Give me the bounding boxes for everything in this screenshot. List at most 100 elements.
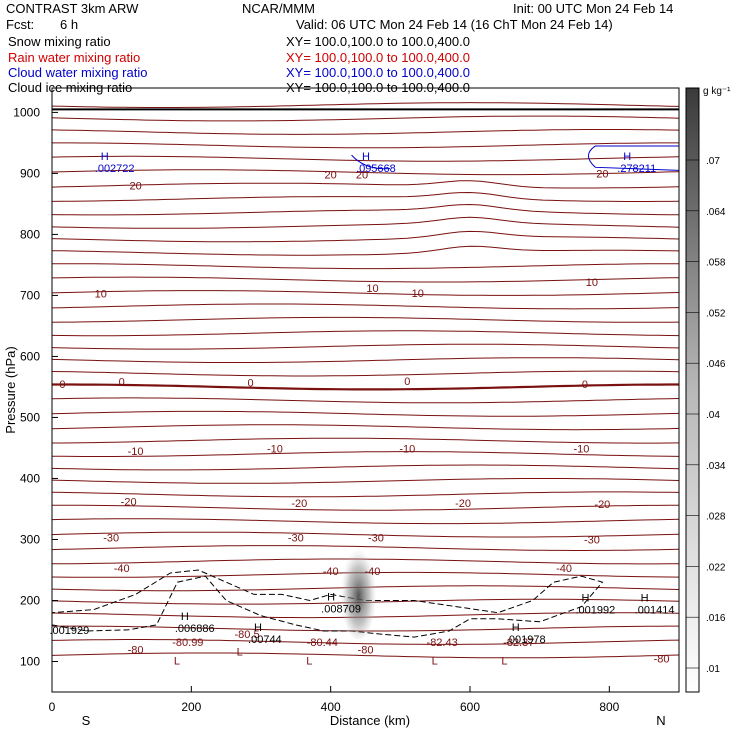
temperature-contour (51, 290, 680, 296)
temperature-contour (51, 518, 680, 525)
temperature-label: -30 (584, 534, 600, 546)
temperature-contour (51, 639, 680, 645)
x-tick-label: 600 (460, 700, 480, 714)
temperature-contour (51, 545, 680, 551)
y-tick-label: 100 (20, 654, 40, 668)
cloud-water-contour (587, 145, 680, 171)
temperature-contour (51, 180, 680, 189)
temperature-label: -40 (114, 563, 130, 575)
temperature-label: 0 (119, 376, 125, 388)
temperature-label: 10 (366, 283, 378, 295)
colorbar-tick-label: .058 (706, 258, 726, 269)
temperature-contour (51, 491, 680, 498)
valid-time: Valid: 06 UTC Mon 24 Feb 14 (16 ChT Mon … (296, 17, 613, 32)
temperature-label: -30 (103, 533, 119, 545)
x-tick-label: 800 (599, 700, 619, 714)
extremum-value: .006886 (175, 623, 215, 635)
temperature-label: -10 (128, 446, 144, 458)
temperature-label: 20 (129, 181, 141, 193)
y-tick-label: 500 (20, 410, 40, 424)
temperature-contour (51, 129, 680, 135)
temperature-contour (51, 191, 680, 202)
colorbar-tick-label: .04 (706, 410, 720, 421)
y-tick-label: 800 (20, 227, 40, 241)
init-time: Init: 00 UTC Mon 24 Feb 14 (513, 1, 674, 16)
forecast-label: Fcst: (6, 17, 35, 32)
temperature-label: 20 (596, 168, 608, 180)
y-tick-label: 400 (20, 471, 40, 485)
high-marker: H (641, 593, 649, 605)
temperature-label: 10 (95, 289, 107, 301)
temperature-contour (51, 303, 680, 310)
high-marker: H (512, 622, 520, 634)
temperature-label: -80 (358, 644, 374, 656)
low-marker: L (501, 656, 507, 668)
temperature-label: -20 (121, 497, 137, 509)
low-marker: L (306, 656, 312, 668)
temperature-contour (51, 230, 680, 243)
temperature-contour (51, 203, 680, 216)
temperature-label: -80.44 (307, 637, 338, 649)
temperature-label: 20 (356, 170, 368, 182)
high-marker: H (327, 591, 335, 603)
field-snow: Snow mixing ratio (8, 34, 111, 49)
colorbar: .01 .016 .022 .028 .034 .04 .046 .052 .058 .064 .0… (685, 87, 726, 693)
temperature-contour (51, 245, 680, 256)
field-cloud-water-xy: XY= 100.0,100.0 to 100.0,400.0 (286, 65, 470, 80)
temperature-contour (51, 276, 680, 283)
temperature-label: -20 (455, 498, 471, 510)
temperature-contour (51, 652, 680, 659)
x-end-right: N (656, 713, 665, 728)
colorbar-tick-label: .064 (706, 207, 726, 218)
colorbar-tick-label: .046 (706, 359, 726, 370)
temperature-contour (51, 102, 680, 108)
field-snow-xy: XY= 100.0,100.0 to 100.0,400.0 (286, 34, 470, 49)
temperature-label: -80.99 (172, 637, 203, 649)
temperature-label: -10 (399, 444, 415, 456)
temperature-contour (51, 115, 680, 122)
plot-frame (51, 87, 680, 693)
extremum-value: .278211 (617, 163, 656, 175)
high-marker: H (623, 151, 631, 163)
temperature-contour (51, 464, 680, 471)
colorbar-tick-label: .034 (706, 461, 726, 472)
extremum-value: .001929 (49, 625, 89, 637)
temperature-contour (52, 504, 679, 511)
x-tick-label: 0 (49, 700, 56, 714)
temperature-label: -20 (291, 498, 307, 510)
y-tick-label: 600 (20, 349, 40, 363)
extremum-value: .001992 (575, 605, 615, 617)
model-title: CONTRAST 3km ARW (6, 1, 139, 16)
temperature-label: -10 (574, 444, 590, 456)
temperature-contour (51, 451, 680, 457)
temperature-contour (51, 216, 680, 229)
temperature-label: 0 (247, 378, 253, 390)
temperature-contour (51, 330, 680, 337)
temperature-contour (51, 316, 680, 323)
temperature-label: -82.43 (427, 637, 458, 649)
temperature-contour (51, 531, 680, 538)
colorbar-unit: g kg⁻¹ (703, 86, 731, 97)
high-marker: H (254, 622, 262, 634)
colorbar-tick-label: .028 (706, 512, 726, 523)
temperature-label: -30 (368, 533, 384, 545)
temperature-label: -40 (323, 566, 339, 578)
extremum-value: .00744 (248, 634, 282, 646)
temperature-contour (51, 155, 680, 162)
temperature-label: -40 (556, 563, 572, 575)
colorbar-tick-label: .022 (706, 562, 726, 573)
colorbar-tick-label: .07 (706, 156, 720, 167)
temperature-label: 20 (325, 170, 337, 182)
extremum-value: .001414 (635, 605, 675, 617)
temperature-label: -10 (267, 444, 283, 456)
temperature-label: 0 (59, 379, 65, 391)
temperature-contour (51, 343, 680, 350)
temperature-label: -30 (288, 533, 304, 545)
colorbar-tick-label: .01 (706, 664, 720, 675)
field-cloud-water: Cloud water mixing ratio (8, 65, 148, 80)
temperature-label: 0 (582, 379, 588, 391)
temperature-contour (51, 424, 680, 431)
field-rain-xy: XY= 100.0,100.0 to 100.0,400.0 (286, 50, 470, 65)
temperature-contour (52, 263, 679, 270)
temperature-label: 10 (586, 277, 598, 289)
